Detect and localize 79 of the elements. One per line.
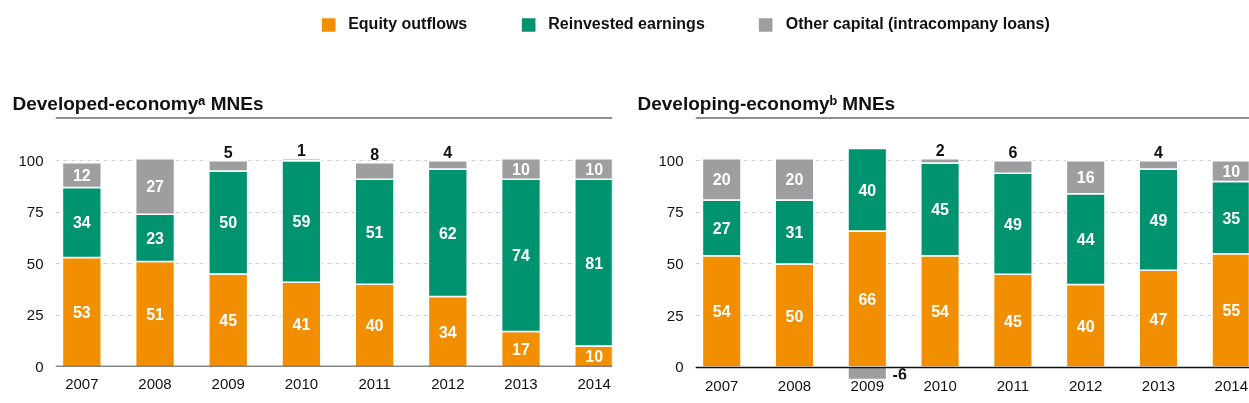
data-label: 31 — [785, 224, 804, 241]
data-label: 34 — [72, 214, 91, 232]
chart-title: Developing-economyᵇ MNEs — [637, 93, 896, 114]
y-tick-label: 75 — [666, 203, 684, 221]
x-tick-label: 2007 — [705, 376, 739, 394]
y-tick-label: 25 — [26, 306, 44, 324]
x-tick-label: 2014 — [577, 374, 611, 392]
x-tick-label: 2011 — [358, 374, 391, 392]
data-label: 47 — [1149, 310, 1168, 328]
y-tick-label: 25 — [666, 306, 684, 324]
data-label: 10 — [585, 348, 604, 366]
data-label: -6 — [892, 365, 907, 383]
data-label: 20 — [712, 171, 731, 189]
data-label: 45 — [219, 312, 238, 330]
data-label: 51 — [146, 306, 165, 324]
data-label: 20 — [785, 171, 804, 189]
data-label: 10 — [512, 160, 531, 178]
data-label: 40 — [858, 181, 877, 199]
x-tick-label: 2009 — [211, 374, 245, 392]
data-label: 51 — [365, 223, 384, 241]
data-label: 17 — [512, 341, 531, 359]
x-tick-label: 2014 — [1214, 376, 1248, 394]
chart-title: Developed-economyᵃ MNEs — [12, 93, 264, 114]
data-label: 16 — [1076, 169, 1095, 187]
x-tick-label: 2012 — [1069, 376, 1103, 394]
x-tick-label: 2009 — [850, 376, 884, 394]
y-tick-label: 75 — [26, 203, 44, 221]
data-label: 49 — [1149, 211, 1168, 229]
y-tick-label: 50 — [26, 254, 44, 272]
data-label: 23 — [146, 229, 165, 247]
data-label: 44 — [1076, 231, 1095, 249]
data-label: 55 — [1222, 302, 1241, 320]
data-label: 35 — [1222, 209, 1241, 227]
x-tick-label: 2013 — [1141, 376, 1176, 394]
x-tick-label: 2012 — [431, 374, 465, 392]
y-tick-label: 0 — [35, 357, 44, 375]
data-label: 62 — [438, 224, 457, 242]
data-label: 49 — [1004, 215, 1022, 233]
data-label: 45 — [1004, 312, 1022, 330]
data-label: 4 — [443, 143, 453, 161]
data-label: 81 — [585, 254, 604, 272]
data-label: 59 — [292, 213, 311, 231]
data-label: 53 — [72, 303, 91, 321]
data-label: 12 — [72, 167, 91, 185]
y-tick-label: 100 — [658, 151, 684, 169]
x-tick-label: 2008 — [777, 376, 812, 394]
x-tick-label: 2013 — [504, 374, 538, 392]
data-label: 5 — [223, 143, 233, 161]
data-label: 6 — [1008, 143, 1018, 161]
x-tick-label: 2010 — [923, 376, 957, 394]
data-label: 10 — [1222, 163, 1241, 181]
data-label: 50 — [219, 214, 238, 232]
y-tick-label: 0 — [675, 358, 684, 376]
data-label: 40 — [365, 317, 384, 335]
data-label: 1 — [296, 141, 306, 159]
x-tick-label: 2011 — [996, 376, 1030, 394]
data-label: 41 — [292, 316, 311, 334]
data-label: 8 — [370, 145, 380, 163]
legend-label: Other capital (intracompany loans) — [785, 15, 1050, 33]
data-label: 10 — [585, 160, 604, 178]
legend-label: Reinvested earnings — [548, 15, 705, 33]
data-label: 45 — [931, 201, 950, 219]
data-label: 27 — [146, 178, 165, 196]
data-label: 66 — [858, 291, 877, 309]
data-label: 34 — [438, 323, 457, 341]
data-label: 2 — [935, 141, 945, 159]
y-tick-label: 50 — [666, 254, 684, 272]
data-label: 54 — [712, 303, 731, 321]
data-label: 27 — [712, 219, 731, 237]
data-label: 40 — [1076, 317, 1095, 335]
data-label: 54 — [931, 303, 950, 321]
x-tick-label: 2010 — [284, 374, 319, 392]
data-label: 4 — [1154, 143, 1164, 161]
x-tick-label: 2008 — [138, 374, 172, 392]
data-label: 74 — [512, 247, 531, 265]
x-tick-label: 2007 — [65, 374, 99, 392]
y-tick-label: 100 — [18, 151, 44, 169]
data-label: 50 — [785, 307, 804, 325]
legend-label: Equity outflows — [348, 15, 468, 33]
